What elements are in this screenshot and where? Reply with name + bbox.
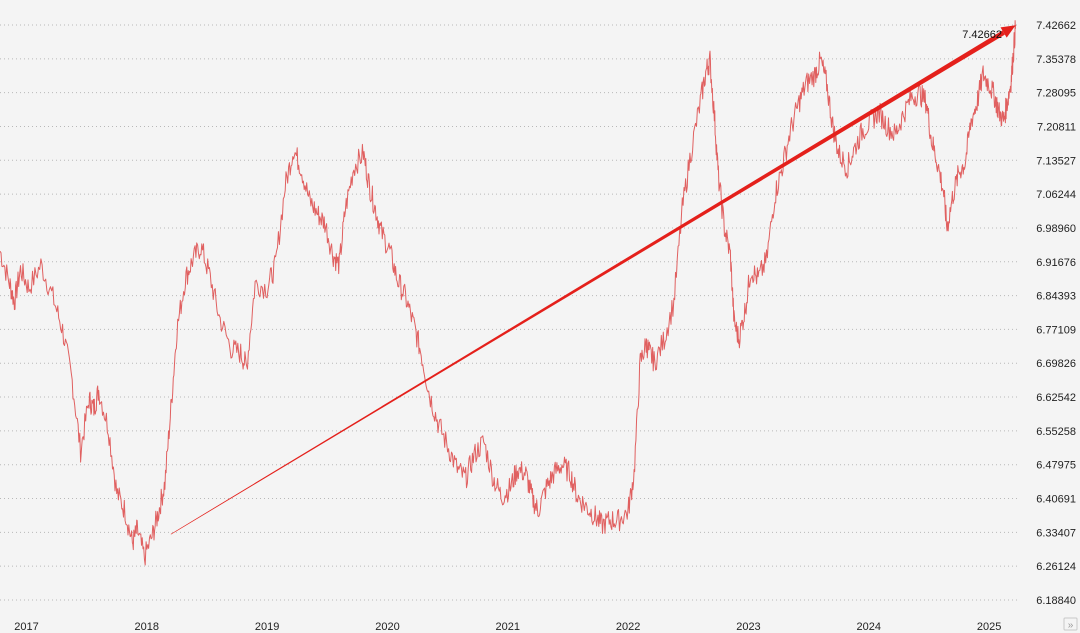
y-tick-label: 6.77109 (1036, 324, 1076, 336)
y-tick-label: 7.35378 (1036, 54, 1076, 66)
y-tick-label: 7.06244 (1036, 189, 1076, 201)
y-tick-label: 6.84393 (1036, 291, 1076, 303)
series-line (0, 20, 1017, 566)
y-tick-label: 6.26124 (1036, 561, 1076, 573)
y-tick-label: 7.28095 (1036, 88, 1076, 100)
grid-lines (0, 24, 1018, 601)
trend-layer (170, 25, 1016, 535)
y-tick-label: 6.62542 (1036, 392, 1076, 404)
scroll-right-icon: » (1068, 620, 1074, 631)
y-tick-label: 6.55258 (1036, 426, 1076, 438)
y-tick-label: 6.40691 (1036, 494, 1076, 506)
x-tick-label: 2023 (736, 621, 760, 633)
y-tick-label: 6.18840 (1036, 595, 1076, 607)
trend-arrowhead (1000, 25, 1016, 38)
x-tick-label: 2025 (977, 621, 1001, 633)
trend-line (170, 30, 1005, 535)
y-axis: 7.42662 7.35378 7.28095 7.20811 7.13527 7.062… (1036, 20, 1076, 607)
y-tick-label: 7.20811 (1037, 121, 1076, 133)
x-axis: 2017 2018 2019 2020 2021 2022 2023 2024 2025 (14, 621, 1001, 633)
scroll-right-button[interactable]: » (1063, 617, 1078, 631)
y-tick-label: 6.69826 (1036, 358, 1076, 370)
y-tick-label: 7.42662 (1036, 20, 1076, 32)
y-tick-label: 6.91676 (1036, 257, 1076, 269)
y-tick-label: 6.47975 (1036, 460, 1076, 472)
x-tick-label: 2018 (135, 621, 159, 633)
x-tick-label: 2021 (496, 621, 520, 633)
last-value-label: 7.42662 (962, 29, 1002, 41)
x-tick-label: 2022 (616, 621, 640, 633)
series-layer (0, 20, 1017, 566)
y-tick-label: 6.98960 (1036, 223, 1076, 235)
x-tick-label: 2020 (375, 621, 399, 633)
x-tick-label: 2017 (14, 621, 38, 633)
x-tick-label: 2019 (255, 621, 279, 633)
y-tick-label: 6.33407 (1036, 527, 1076, 539)
last-value-layer: 7.42662 (962, 29, 1002, 41)
y-tick-label: 7.13527 (1036, 155, 1076, 167)
x-tick-label: 2024 (857, 621, 881, 633)
